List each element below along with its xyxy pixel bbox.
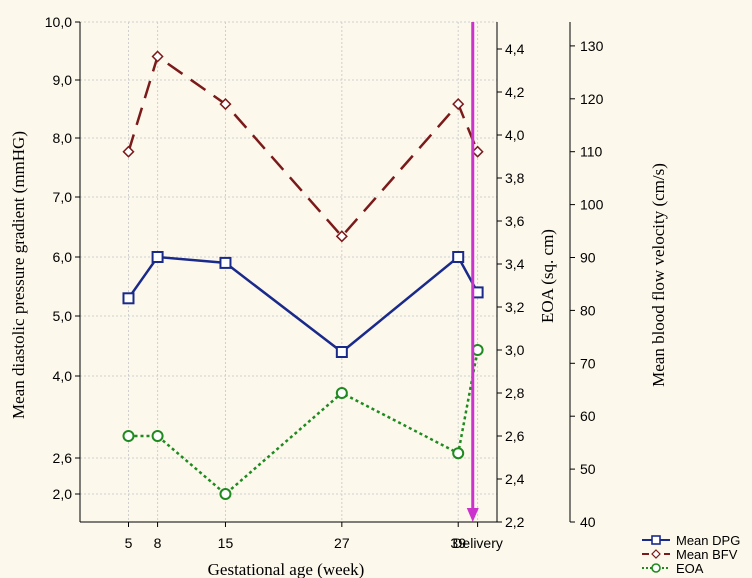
bfv-tick-label: 100 (580, 197, 604, 213)
series-line-0 (127, 255, 479, 354)
bfv-tick-label: 110 (580, 144, 603, 160)
data-point-2-3 (335, 387, 348, 399)
x-tick-label: Delivery (452, 535, 503, 551)
left-tick-label: 8,0 (53, 130, 73, 146)
x-tick-label: 5 (125, 535, 133, 551)
data-point-2-2 (219, 488, 232, 501)
legend-label-1: Mean BFV (676, 547, 738, 562)
left-tick-label: 2,6 (53, 450, 73, 466)
eoa-tick-label: 4,2 (505, 84, 525, 100)
legend-label-2: EOA (676, 561, 704, 576)
data-point-0-2 (219, 256, 232, 269)
eoa-tick-label: 4,0 (505, 127, 525, 143)
data-point-2-1 (151, 430, 164, 442)
series-marks (122, 22, 484, 522)
data-point-1-3 (335, 230, 348, 243)
eoa-tick-label: 3,4 (505, 256, 525, 272)
bfv-tick-label: 80 (580, 302, 596, 318)
left-tick-label: 5,0 (53, 308, 73, 324)
data-point-0-3 (335, 346, 348, 358)
series-line-2 (128, 349, 479, 496)
left-tick-label: 7,0 (53, 189, 73, 205)
bfv-tick-label: 90 (580, 250, 596, 266)
x-tick-label: 15 (218, 535, 234, 551)
eoa-tick-label: 2,8 (505, 385, 525, 401)
left-tick-label: 9,0 (53, 72, 73, 88)
eoa-tick-label: 3,2 (505, 299, 525, 315)
x-tick-label: 27 (334, 535, 350, 551)
left-tick-label: 10,0 (45, 14, 72, 30)
left-tick-label: 4,0 (53, 368, 73, 384)
bfv-tick-label: 130 (580, 38, 604, 54)
bfv-tick-label: 70 (580, 355, 596, 371)
data-point-0-1 (151, 251, 164, 263)
x-axis-title: Gestational age (week) (208, 560, 365, 578)
data-point-1-5 (471, 145, 484, 158)
data-point-1-4 (452, 98, 465, 111)
eoa-tick-label: 4,4 (505, 41, 525, 57)
series-line-1 (127, 54, 479, 239)
eoa-tick-label: 3,0 (505, 342, 525, 358)
data-point-2-0 (122, 430, 135, 442)
data-point-1-2 (219, 98, 232, 111)
eoa-tick-label: 2,6 (505, 428, 525, 444)
legend-marker-2 (651, 563, 661, 573)
x-tick-label: 8 (154, 535, 162, 551)
bfv-tick-label: 60 (580, 408, 596, 424)
data-point-2-4 (452, 447, 465, 460)
bfv-tick-label: 120 (580, 91, 604, 107)
data-point-0-0 (122, 292, 135, 305)
data-point-1-0 (122, 145, 135, 158)
left-axis-title: Mean diastolic pressure gradient (mmHG) (9, 131, 28, 419)
bfv-tick-label: 40 (580, 514, 596, 530)
eoa-tick-label: 2,4 (505, 471, 525, 487)
x-tick-label: 39 (450, 535, 466, 551)
left-tick-label: 6,0 (53, 249, 73, 265)
eoa-tick-label: 3,8 (505, 170, 525, 186)
data-point-1-1 (151, 50, 164, 63)
eoa-tick-label: 3,6 (505, 213, 525, 229)
bfv-tick-label: 50 (580, 461, 596, 477)
eoa-tick-label: 2,2 (505, 514, 525, 530)
grid (80, 21, 497, 522)
legend-label-0: Mean DPG (676, 533, 740, 548)
legend-marker-1 (651, 549, 661, 559)
left-tick-label: 2,0 (53, 486, 73, 502)
legend-marker-0 (651, 535, 661, 545)
data-point-0-4 (452, 251, 465, 263)
axes: 2,0 2,6 4,0 5,0 6,0 7,0 8,0 9,0 10,0 5 8 15 27 39Deli… (45, 14, 604, 551)
delivery-arrow-head (466, 508, 479, 522)
bfv-axis-title: Mean blood flow velocity (cm/s) (649, 163, 668, 387)
eoa-axis-title: EOA (sq. cm) (538, 229, 557, 323)
